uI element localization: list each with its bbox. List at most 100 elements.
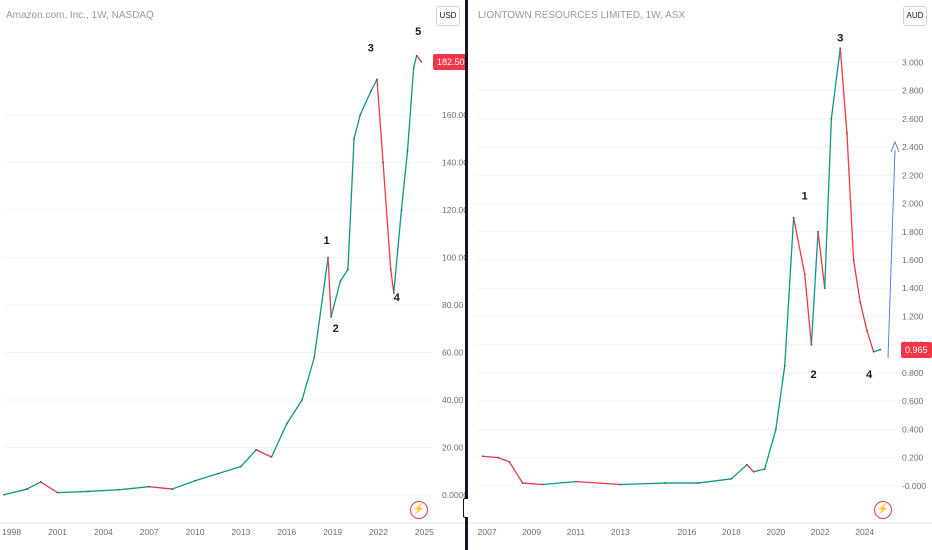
currency-button[interactable]: USD [436,6,460,26]
y-tick-label: 3.000 [902,57,924,67]
price-point [792,216,795,219]
y-tick-label: 2.200 [902,170,924,180]
price-segment [839,48,848,133]
wave-label: 1 [802,191,808,203]
price-point [194,479,196,482]
y-tick-label: 60.00 [442,348,464,358]
price-point [327,256,329,259]
price-point [415,54,418,57]
price-segment [171,480,196,490]
price-point [541,483,544,486]
price-segment [353,114,361,139]
x-tick-label: 2011 [567,527,586,537]
price-point [217,472,219,475]
chart-pane-liontown[interactable]: LIONTOWN RESOURCES LIMITED, 1W, ASX AUD … [468,0,932,550]
price-point [369,90,372,93]
price-point [810,343,813,346]
price-point [313,356,316,359]
y-tick-label: 0.800 [902,368,924,378]
chart-title: LIONTOWN RESOURCES LIMITED, 1W, ASX [478,10,686,21]
price-segment [339,269,349,282]
price-point [823,287,826,290]
y-tick-label: 2.600 [902,114,924,124]
price-chart[interactable]: 0.000020.0040.0060.0080.00100.00120.0014… [0,0,465,550]
x-tick-label: 2016 [678,527,697,537]
price-point [330,315,333,318]
price-segment [382,162,392,270]
price-point [270,456,273,458]
y-tick-label: 1.600 [902,255,924,265]
price-segment [830,48,841,119]
price-point [240,465,242,468]
y-tick-label: 20.00 [442,443,464,453]
y-tick-label: 1.800 [902,227,924,237]
y-tick-label: 1.200 [902,311,924,321]
y-tick-label: 2.400 [902,142,924,152]
price-segment [575,480,621,486]
x-tick-label: 2022 [369,527,388,537]
price-segment [286,399,303,425]
price-point [87,490,89,493]
price-segment [26,481,41,490]
x-tick-label: 2007 [140,527,159,537]
lightning-icon[interactable]: ⚡ [410,501,428,519]
price-point [171,488,174,490]
price-point [39,481,42,483]
last-price-badge: 0.965 [901,341,932,358]
price-chart[interactable]: -0.0000.2000.4000.6000.8001.0001.2001.40… [468,0,932,550]
price-point [420,60,423,63]
y-tick-label: 2.800 [902,86,924,96]
price-point [339,280,342,283]
price-point [382,161,384,164]
price-point [663,482,666,484]
price-point [830,117,833,120]
chart-title: Amazon.com, Inc., 1W, NASDAQ [6,10,154,21]
price-segment [416,55,422,62]
lightning-icon[interactable]: ⚡ [874,501,892,519]
price-segment [88,489,119,493]
price-point [866,329,868,332]
y-tick-label: 100.00 [442,253,465,263]
price-segment [522,482,543,486]
price-segment [240,449,257,467]
price-segment [57,490,89,494]
price-segment [784,217,795,366]
price-point [846,132,848,134]
y-tick-label: 80.00 [442,300,464,310]
x-tick-label: 2007 [478,527,497,537]
price-point [508,460,511,463]
price-point [697,482,700,484]
x-tick-label: 2018 [722,527,741,537]
price-segment [817,231,826,289]
wave-label: 4 [394,292,401,304]
price-segment [301,357,315,401]
price-point [817,230,819,233]
x-tick-label: 2025 [415,527,434,537]
price-point [783,364,786,367]
price-segment [852,259,861,303]
y-tick-label: 2.000 [902,199,924,209]
price-point [852,259,855,261]
y-tick-label: -0.000 [902,481,926,491]
wave-label: 3 [837,32,843,44]
price-point [56,491,59,494]
price-segment [804,274,813,345]
chart-pane-amazon[interactable]: Amazon.com, Inc., 1W, NASDAQ USD 0.00002… [0,0,465,550]
y-tick-label: 0.600 [902,396,924,406]
projection-arrow [887,149,896,359]
x-tick-label: 2013 [231,527,250,537]
x-tick-label: 2019 [323,527,342,537]
price-point [872,350,875,353]
price-segment [810,231,819,345]
price-segment [698,478,732,484]
price-segment [118,486,150,491]
pane-divider[interactable] [465,0,468,550]
x-tick-label: 2016 [277,527,296,537]
price-segment [406,67,415,151]
currency-button[interactable]: AUD [903,6,927,26]
price-segment [327,257,332,317]
price-point [3,493,5,496]
price-segment [792,217,806,275]
price-segment [846,132,855,261]
price-segment [359,90,372,116]
